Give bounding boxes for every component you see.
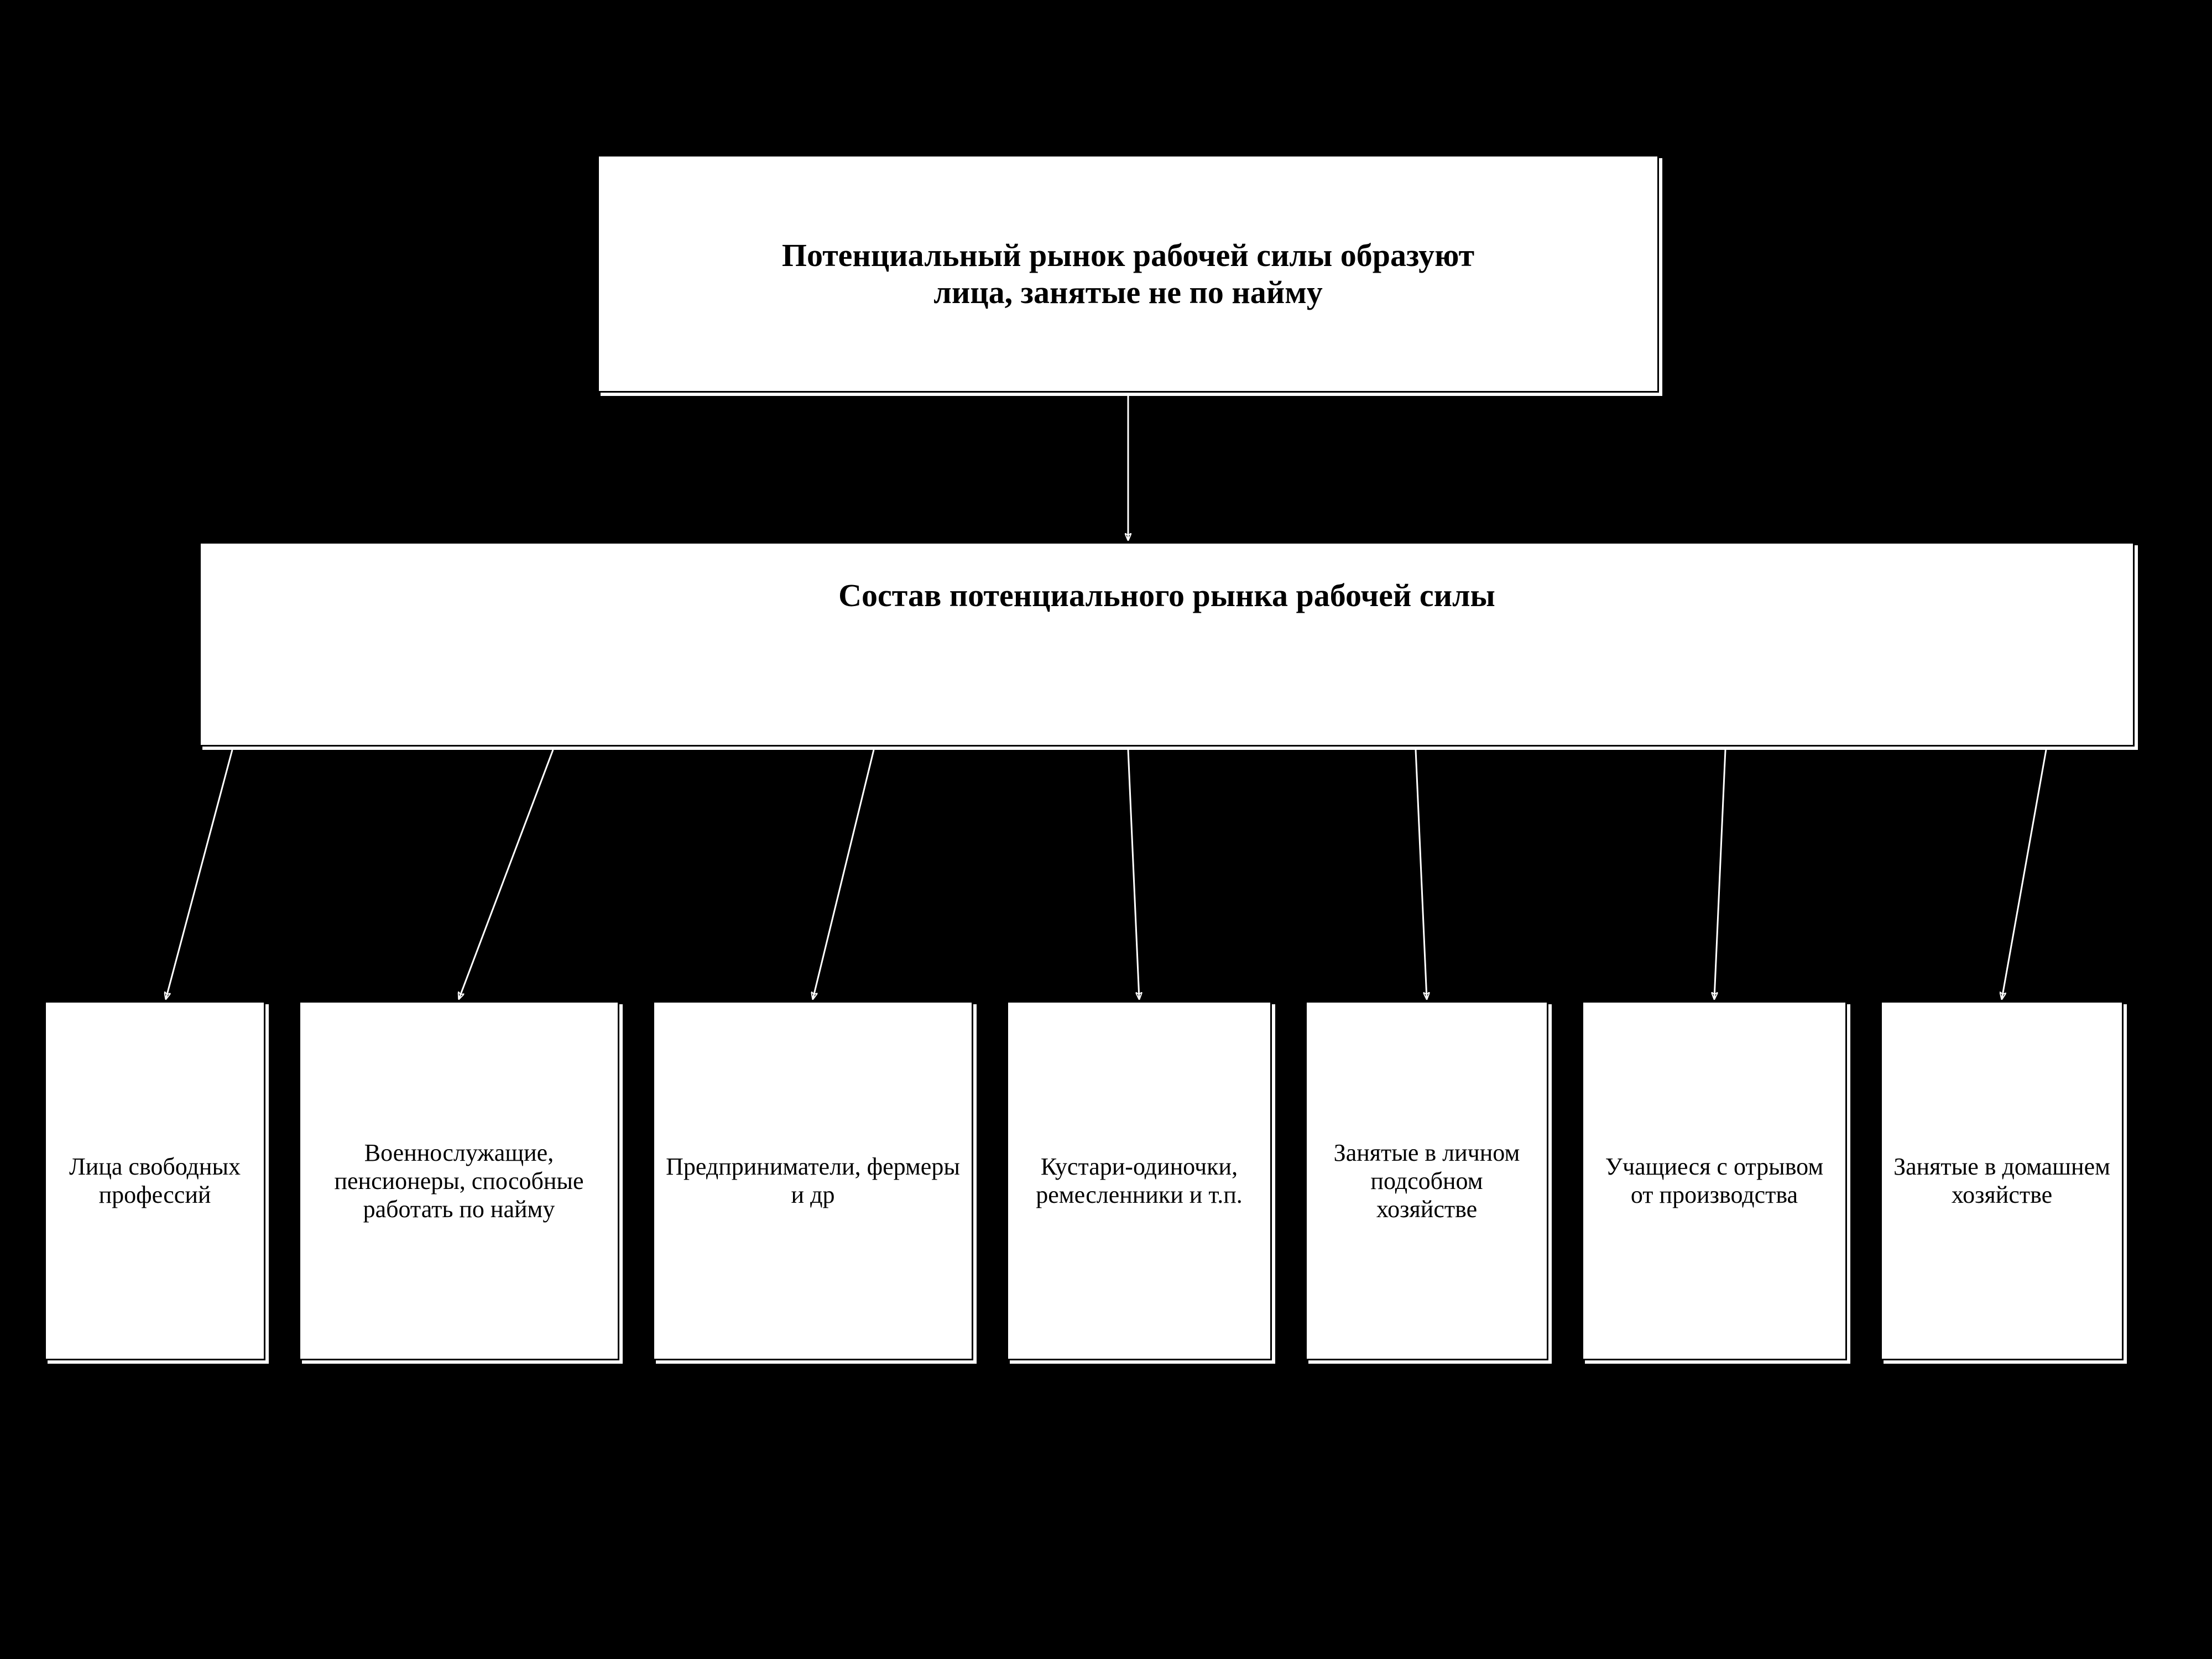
child-box-2: Предприниматели, фермеры и др — [653, 1001, 973, 1360]
child-label-4: Занятые в личном подсобном хозяйстве — [1318, 1139, 1536, 1223]
child-label-0: Лица свободных профессий — [57, 1152, 253, 1209]
child-label-6: Занятые в домашнем хозяйстве — [1893, 1152, 2111, 1209]
top-title-line2: лица, занятые не по найму — [782, 274, 1474, 311]
child-box-1: Военнослужащие, пенсионеры, способные ра… — [299, 1001, 619, 1360]
child-label-5: Учащиеся с отрывом от производства — [1594, 1152, 1834, 1209]
middle-title-text: Состав потенциального рынка рабочей силы — [838, 577, 1495, 614]
middle-title-box: Состав потенциального рынка рабочей силы — [199, 542, 2135, 747]
top-title-line1: Потенциальный рынок рабочей силы образую… — [782, 237, 1474, 274]
top-title-box: Потенциальный рынок рабочей силы образую… — [597, 155, 1659, 393]
child-box-0: Лица свободных профессий — [44, 1001, 265, 1360]
child-box-3: Кустари-одиночки, ремесленники и т.п. — [1006, 1001, 1272, 1360]
child-box-5: Учащиеся с отрывом от производства — [1582, 1001, 1847, 1360]
child-box-4: Занятые в личном подсобном хозяйстве — [1305, 1001, 1548, 1360]
child-box-6: Занятые в домашнем хозяйстве — [1880, 1001, 2124, 1360]
child-label-3: Кустари-одиночки, ремесленники и т.п. — [1019, 1152, 1259, 1209]
child-label-1: Военнослужащие, пенсионеры, способные ра… — [311, 1139, 607, 1223]
child-label-2: Предприниматели, фермеры и др — [665, 1152, 961, 1209]
